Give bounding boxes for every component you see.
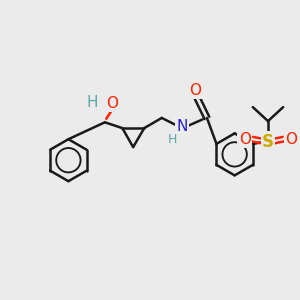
Text: O: O bbox=[239, 132, 251, 147]
Text: O: O bbox=[106, 96, 118, 111]
Text: H: H bbox=[87, 95, 98, 110]
Text: H: H bbox=[168, 133, 177, 146]
Text: O: O bbox=[285, 132, 297, 147]
Text: O: O bbox=[189, 83, 201, 98]
Text: S: S bbox=[262, 133, 274, 151]
Text: N: N bbox=[176, 118, 188, 134]
